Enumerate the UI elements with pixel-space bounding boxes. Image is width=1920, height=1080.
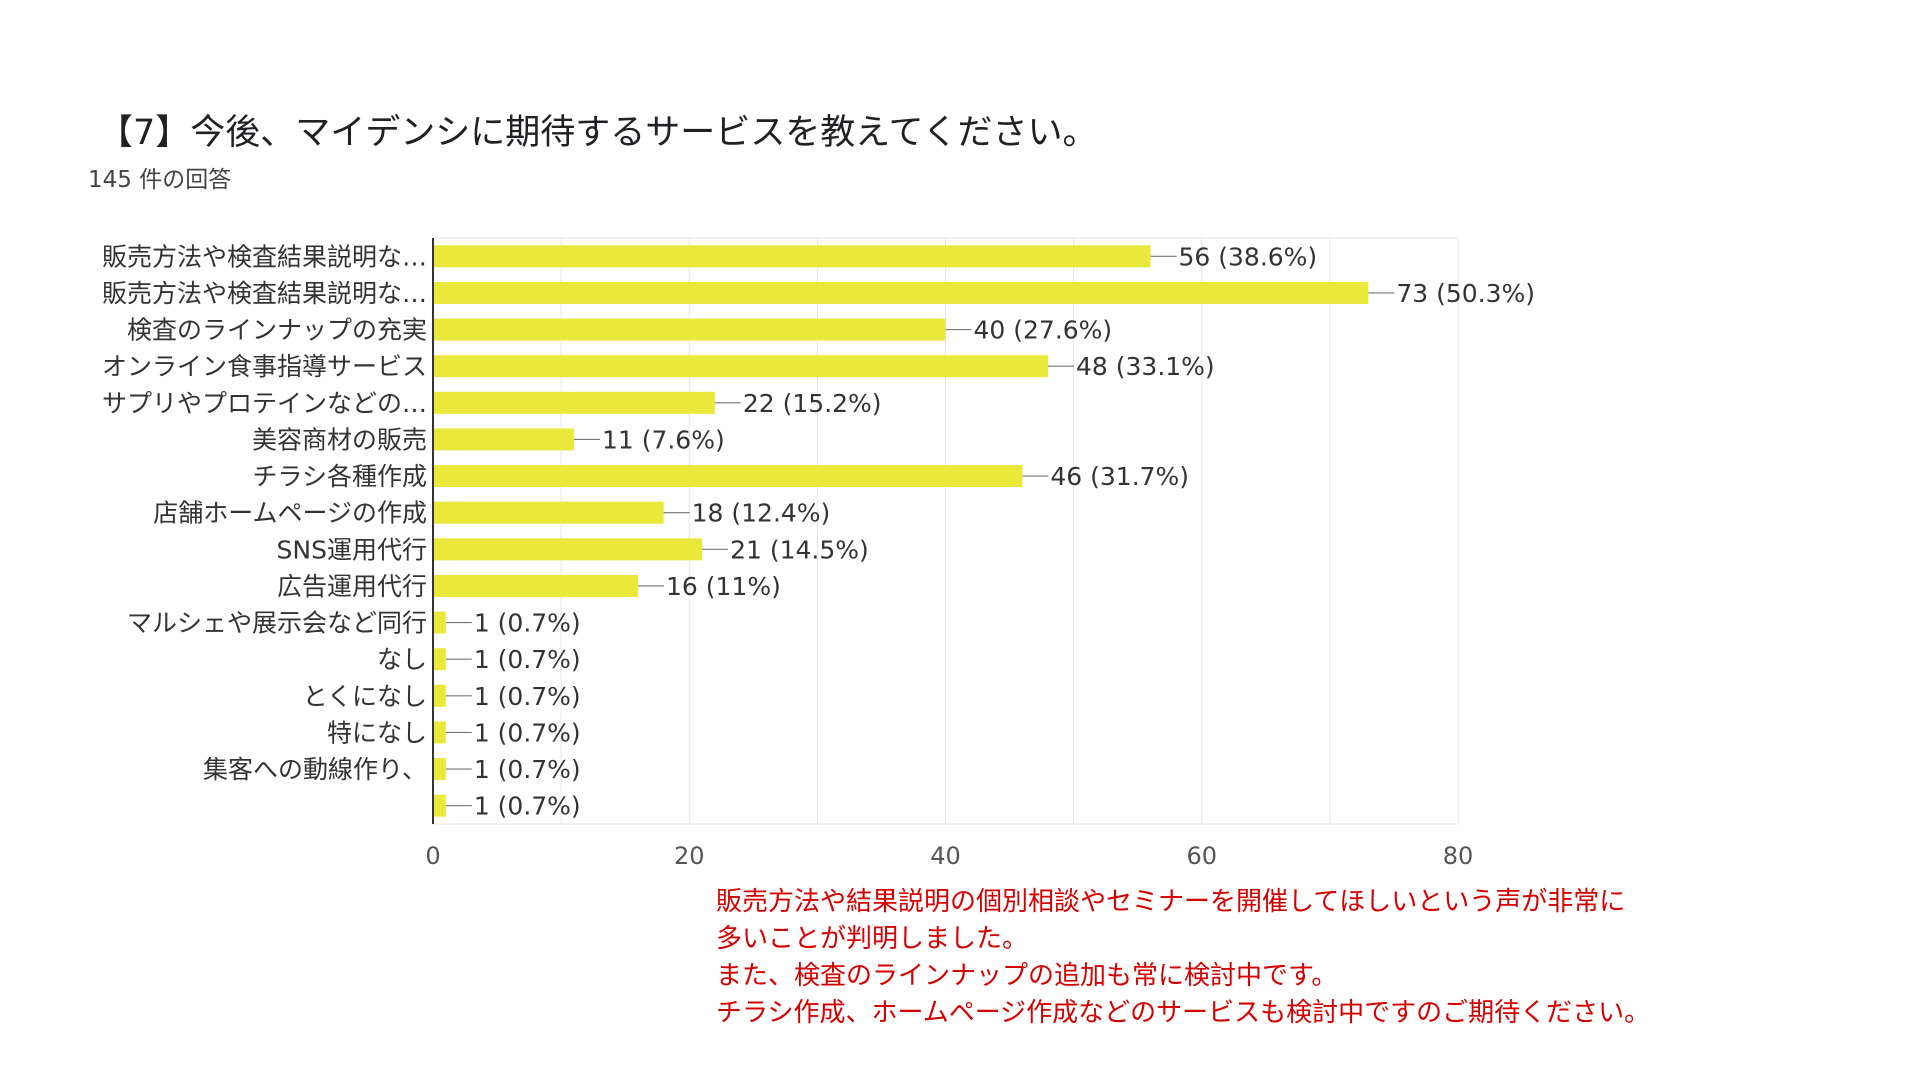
- bar: [433, 794, 446, 817]
- data-label: 1 (0.7%): [474, 718, 581, 747]
- category-label: チラシ各種作成: [252, 462, 427, 491]
- data-label: 73 (50.3%): [1396, 279, 1535, 308]
- category-label: 集客への動線作り、: [203, 755, 427, 784]
- bar: [433, 501, 664, 524]
- bar: [433, 611, 446, 634]
- category-label: とくになし: [303, 682, 427, 711]
- data-label: 22 (15.2%): [743, 389, 882, 418]
- category-label: マルシェや展示会など同行: [127, 609, 427, 638]
- bar: [433, 281, 1369, 304]
- category-label: 広告運用代行: [277, 572, 427, 601]
- data-label: 16 (11%): [666, 572, 781, 601]
- data-label: 1 (0.7%): [474, 792, 581, 821]
- x-tick-label: 80: [1443, 842, 1474, 870]
- bar: [433, 428, 574, 451]
- note-line: 多いことが判明しました。: [716, 924, 1029, 954]
- x-tick-label: 20: [674, 842, 705, 870]
- category-label: なし: [377, 645, 427, 674]
- bar: [433, 538, 703, 561]
- bar-chart: 0 20 40 60 80 56 (38.6%) 販売方法や検査結果説明な… 73 (50.3…: [102, 237, 1535, 870]
- data-label: 46 (31.7%): [1050, 462, 1189, 491]
- data-label: 1 (0.7%): [474, 645, 581, 674]
- bar: [433, 465, 1023, 488]
- response-count: 145 件の回答: [88, 167, 232, 193]
- category-label: SNS運用代行: [277, 535, 427, 564]
- data-label: 56 (38.6%): [1179, 242, 1318, 271]
- category-label: 特になし: [327, 718, 427, 747]
- bar: [433, 355, 1048, 378]
- bar: [433, 648, 446, 671]
- data-label: 40 (27.6%): [974, 316, 1113, 345]
- category-label: 美容商材の販売: [252, 425, 427, 454]
- bar: [433, 318, 946, 341]
- category-label: 販売方法や検査結果説明な…: [102, 279, 427, 308]
- chart-title: 【7】今後、マイデンシに期待するサービスを教えてください。: [98, 113, 1098, 153]
- bar: [433, 245, 1151, 268]
- category-label: サプリやプロテインなどの…: [102, 389, 427, 418]
- bar: [433, 574, 638, 597]
- x-tick-label: 0: [425, 842, 440, 870]
- bar: [433, 391, 715, 414]
- data-label: 1 (0.7%): [474, 682, 581, 711]
- x-tick-label: 60: [1186, 842, 1217, 870]
- data-label: 48 (33.1%): [1076, 352, 1215, 381]
- category-label: 検査のラインナップの充実: [127, 316, 427, 345]
- category-label: 販売方法や検査結果説明な…: [102, 242, 427, 271]
- category-label: オンライン食事指導サービス: [102, 352, 427, 381]
- data-label: 18 (12.4%): [692, 499, 831, 528]
- note-line: チラシ作成、ホームページ作成などのサービスも検討中ですのご期待ください。: [716, 998, 1651, 1028]
- data-label: 21 (14.5%): [730, 535, 869, 564]
- note-line: また、検査のラインナップの追加も常に検討中です。: [716, 961, 1338, 991]
- data-label: 1 (0.7%): [474, 755, 581, 784]
- data-label: 11 (7.6%): [602, 425, 725, 454]
- summary-note: 販売方法や結果説明の個別相談やセミナーを開催してほしいという声が非常に 多いこと…: [716, 884, 1650, 1032]
- bar: [433, 684, 446, 707]
- bar: [433, 721, 446, 744]
- data-label: 1 (0.7%): [474, 609, 581, 638]
- category-label: 店舗ホームページの作成: [153, 499, 427, 528]
- note-line: 販売方法や結果説明の個別相談やセミナーを開催してほしいという声が非常に: [716, 887, 1626, 917]
- bar: [433, 758, 446, 781]
- x-tick-label: 40: [930, 842, 961, 870]
